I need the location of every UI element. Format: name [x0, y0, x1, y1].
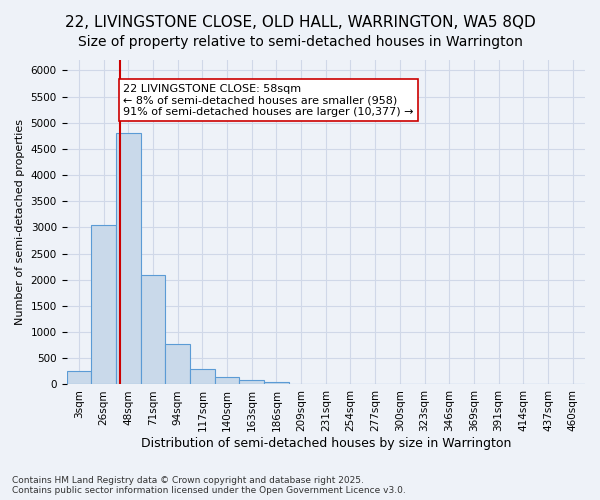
Bar: [239, 380, 264, 384]
Text: 22 LIVINGSTONE CLOSE: 58sqm
← 8% of semi-detached houses are smaller (958)
91% o: 22 LIVINGSTONE CLOSE: 58sqm ← 8% of semi…: [124, 84, 414, 116]
Bar: [165, 344, 190, 384]
Bar: [140, 274, 165, 384]
Bar: [190, 370, 215, 384]
Bar: [116, 134, 140, 384]
Text: 22, LIVINGSTONE CLOSE, OLD HALL, WARRINGTON, WA5 8QD: 22, LIVINGSTONE CLOSE, OLD HALL, WARRING…: [65, 15, 535, 30]
X-axis label: Distribution of semi-detached houses by size in Warrington: Distribution of semi-detached houses by …: [140, 437, 511, 450]
Bar: [67, 372, 91, 384]
Text: Contains HM Land Registry data © Crown copyright and database right 2025.
Contai: Contains HM Land Registry data © Crown c…: [12, 476, 406, 495]
Y-axis label: Number of semi-detached properties: Number of semi-detached properties: [15, 119, 25, 325]
Bar: [215, 376, 239, 384]
Text: Size of property relative to semi-detached houses in Warrington: Size of property relative to semi-detach…: [77, 35, 523, 49]
Bar: [91, 225, 116, 384]
Bar: [264, 382, 289, 384]
